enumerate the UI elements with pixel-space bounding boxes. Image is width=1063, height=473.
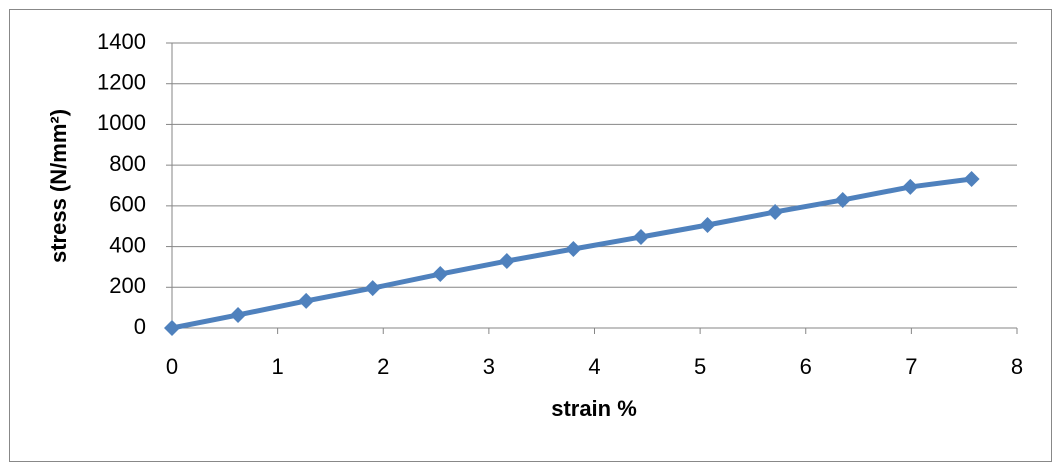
data-point [298, 292, 315, 309]
y-tick-label: 600 [109, 192, 146, 217]
x-tick-label: 7 [905, 354, 917, 379]
data-point [699, 216, 716, 233]
x-tick-label: 1 [272, 354, 284, 379]
data-point [230, 306, 247, 323]
data-point [902, 178, 919, 195]
data-point [498, 253, 515, 270]
x-tick-label: 2 [377, 354, 389, 379]
y-tick-label: 1200 [97, 70, 146, 95]
x-tick-label: 0 [166, 354, 178, 379]
x-tick-label: 4 [588, 354, 600, 379]
data-point [963, 170, 980, 187]
data-point [432, 266, 449, 283]
y-axis-title: stress (N/mm²) [46, 109, 71, 263]
y-tick-label: 1000 [97, 110, 146, 135]
x-tick-label: 8 [1011, 354, 1023, 379]
y-tick-label: 1400 [97, 29, 146, 54]
data-point [364, 280, 381, 297]
y-tick-label: 0 [134, 314, 146, 339]
y-tick-label: 800 [109, 151, 146, 176]
data-point [632, 229, 649, 246]
chart-border [9, 9, 1052, 462]
data-point [565, 241, 582, 258]
x-tick-label: 6 [800, 354, 812, 379]
x-axis-title: strain % [551, 396, 637, 421]
data-point [164, 320, 180, 336]
x-tick-label: 3 [483, 354, 495, 379]
data-point [834, 191, 851, 208]
x-tick-label: 5 [694, 354, 706, 379]
y-tick-label: 400 [109, 232, 146, 257]
data-point [767, 203, 784, 220]
y-tick-label: 200 [109, 273, 146, 298]
